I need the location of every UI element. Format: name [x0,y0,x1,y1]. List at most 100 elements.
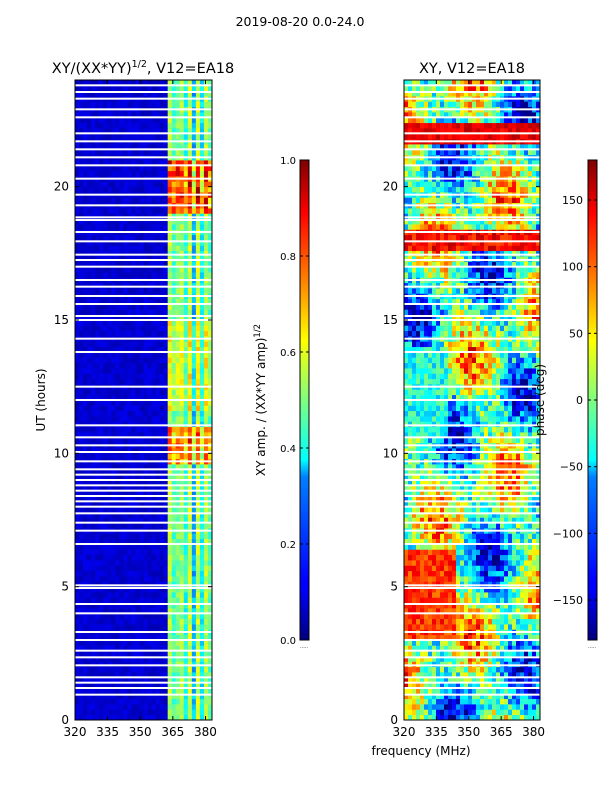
heatmap-cell [131,133,136,140]
heatmap-cell [147,416,152,422]
heatmap-cell [500,672,505,678]
heatmap-cell [412,704,417,710]
heatmap-cell [75,245,80,252]
heatmap-cell [127,128,132,134]
heatmap-cell [151,634,156,641]
heatmap-cell [167,714,173,720]
heatmap-cell [143,181,148,188]
heatmap-cell [179,549,185,556]
heatmap-cell [171,218,177,225]
heatmap-cell [95,245,100,252]
heatmap-cell [183,709,189,716]
heatmap-cell [199,149,205,156]
heatmap-cell [155,389,161,396]
heatmap-cell [432,608,437,614]
heatmap-cell [99,325,104,332]
heatmap-cell [420,704,425,710]
heatmap-cell [103,634,108,641]
heatmap-cell [203,352,209,358]
heatmap-cell [115,496,120,502]
heatmap-cell [468,624,473,630]
heatmap-cell [159,245,165,252]
heatmap-cell [95,432,100,438]
heatmap-cell [79,698,84,705]
heatmap-cell [448,613,453,620]
heatmap-cell [119,389,124,396]
heatmap-cell [175,320,181,326]
heatmap-cell [536,714,540,720]
heatmap-cell [183,346,189,353]
heatmap-cell [151,368,156,374]
heatmap-cell [416,661,421,668]
heatmap-cell [175,346,181,353]
heatmap-cell [119,490,124,497]
heatmap-cell [195,565,201,572]
heatmap-cell [195,421,201,428]
heatmap-cell [163,581,169,588]
heatmap-cell [107,85,112,92]
heatmap-cell [492,602,497,609]
heatmap-cell [91,90,96,97]
heatmap-cell [139,448,144,454]
heatmap-cell [83,309,88,316]
heatmap-cell [512,645,517,652]
heatmap-cell [107,181,112,188]
heatmap-cell [131,261,136,268]
heatmap-cell [175,645,181,652]
heatmap-cell [444,693,449,700]
heatmap-cell [512,624,517,630]
heatmap-cell [79,544,84,550]
heatmap-cell [420,650,425,657]
heatmap-cell [147,474,152,481]
heatmap-cell [159,320,165,326]
heatmap-cell [175,394,181,401]
heatmap-cell [203,672,209,678]
heatmap-cell [87,101,92,108]
heatmap-cell [167,352,173,358]
heatmap-cell [167,533,173,540]
heatmap-cell [147,581,152,588]
heatmap-cell [191,394,197,401]
heatmap-cell [468,618,473,625]
heatmap-cell [139,250,144,257]
heatmap-cell [127,117,132,124]
heatmap-cell [191,677,197,684]
heatmap-cell [123,314,128,321]
heatmap-cell [191,272,197,278]
heatmap-cell [75,378,80,385]
heatmap-cell [95,640,100,646]
heatmap-cell [496,650,501,657]
heatmap-cell [131,549,136,556]
heatmap-cell [99,656,104,662]
heatmap-cell [139,341,144,348]
heatmap-cell [476,650,481,657]
heatmap-cell [420,698,425,705]
heatmap-cell [131,181,136,188]
heatmap-cell [203,592,209,598]
heatmap-cell [119,112,124,118]
heatmap-cell [195,640,201,646]
heatmap-cell [175,421,181,428]
heatmap-cell [143,512,148,518]
heatmap-cell [444,613,449,620]
heatmap-cell [171,602,177,609]
heatmap-cell [195,80,201,86]
heatmap-cell [139,506,144,513]
heatmap-cell [99,485,104,492]
heatmap-cell [199,688,205,694]
heatmap-cell [183,405,189,412]
heatmap-cell [155,421,161,428]
heatmap-cell [488,698,493,705]
heatmap-cell [183,538,189,545]
heatmap-cell [171,410,177,417]
heatmap-cell [131,405,136,412]
heatmap-cell [107,714,112,720]
heatmap-cell [480,682,485,689]
heatmap-cell [139,602,144,609]
heatmap-cell [111,426,116,433]
heatmap-cell [111,490,116,497]
heatmap-cell [103,640,108,646]
heatmap-cell [151,682,156,689]
heatmap-cell [135,314,140,321]
heatmap-cell [492,613,497,620]
